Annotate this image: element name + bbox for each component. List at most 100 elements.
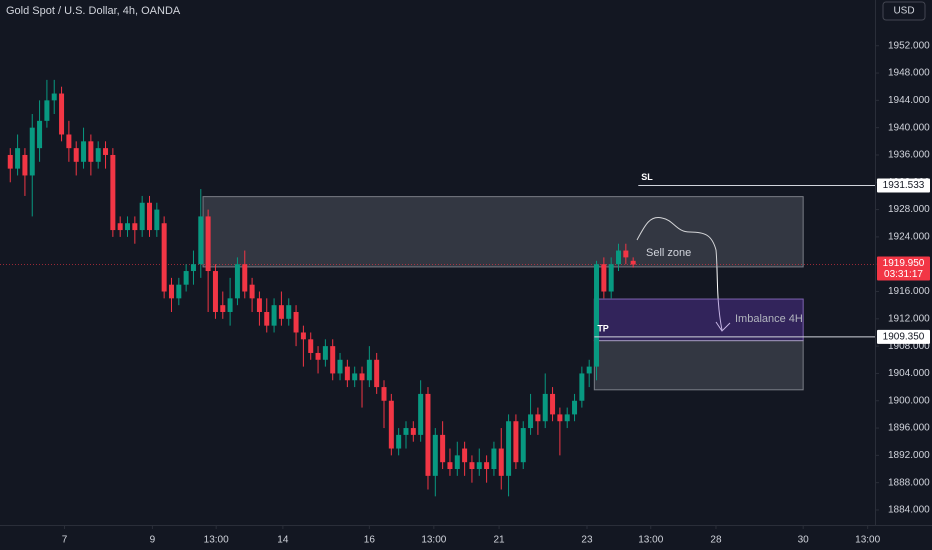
level-price-box <box>877 178 930 193</box>
y-tick-label: 1944.000 <box>888 95 930 106</box>
candle-body <box>506 421 512 476</box>
x-tick-label: 13:00 <box>638 535 663 546</box>
candle-body <box>66 134 72 149</box>
candle-body <box>125 223 131 231</box>
candle-body <box>418 393 424 435</box>
candle-body <box>37 120 43 149</box>
candle-body <box>59 93 65 135</box>
candle-body <box>425 393 431 476</box>
candle-body <box>293 311 299 333</box>
x-tick-label: 28 <box>710 535 722 546</box>
x-tick-label: 30 <box>798 535 810 546</box>
candle-body <box>359 373 365 381</box>
y-tick-label: 1916.000 <box>888 286 930 297</box>
zone <box>593 298 804 342</box>
level-price: 1931.533 <box>883 180 925 191</box>
candle-body <box>198 216 204 265</box>
candle-body <box>608 264 614 292</box>
candle-body <box>630 260 636 265</box>
candle-body <box>212 271 218 312</box>
candle-body <box>190 264 196 272</box>
candle-body <box>535 414 541 422</box>
x-tick-label: 14 <box>277 535 289 546</box>
y-tick-label: 1908.000 <box>888 341 930 352</box>
y-tick-label: 1952.000 <box>888 40 930 51</box>
candle-body <box>168 284 174 299</box>
candle-body <box>542 393 548 422</box>
candle-body <box>520 428 526 463</box>
currency-button[interactable] <box>882 1 926 21</box>
candle-body <box>432 434 438 476</box>
candle-body <box>403 428 409 435</box>
candle-body <box>601 264 607 292</box>
candle-body <box>15 148 21 169</box>
candle-body <box>366 359 372 381</box>
level-name: SL <box>641 172 653 182</box>
candle-body <box>381 387 387 401</box>
candle-body <box>22 154 28 176</box>
chart-title: Gold Spot / U.S. Dollar, 4h, OANDA <box>6 5 181 17</box>
candle-body <box>286 305 292 319</box>
candle-body <box>330 346 336 374</box>
candle-body <box>278 305 284 319</box>
level-name: TP <box>597 323 609 333</box>
candle-body <box>139 202 145 231</box>
candle-body <box>616 250 622 265</box>
candle-body <box>227 298 233 312</box>
level-price-box <box>877 329 930 344</box>
candle-body <box>352 373 358 381</box>
candle-body <box>594 264 600 367</box>
candle-body <box>374 359 380 388</box>
candle-body <box>528 414 534 429</box>
countdown: 03:31:17 <box>884 269 923 280</box>
candle-body <box>300 332 306 340</box>
candle-body <box>315 352 321 360</box>
candle-body <box>440 434 446 463</box>
y-tick-label: 1904.000 <box>888 368 930 379</box>
candle-body <box>7 154 13 169</box>
y-tick-label: 1936.000 <box>888 150 930 161</box>
candle-body <box>220 305 226 312</box>
y-tick-label: 1892.000 <box>888 450 930 461</box>
y-tick-label: 1900.000 <box>888 395 930 406</box>
y-tick-label: 1888.000 <box>888 477 930 488</box>
candle-body <box>110 154 116 231</box>
currency-label: USD <box>893 6 914 17</box>
x-tick-label: 13:00 <box>855 535 880 546</box>
candle-body <box>264 311 270 326</box>
candle-body <box>132 223 138 231</box>
candle-body <box>491 448 497 470</box>
x-tick-label: 13:00 <box>204 535 229 546</box>
overlay: Sell zone Imbalance 4H SL TP <box>594 172 875 338</box>
x-tick-label: 21 <box>493 535 505 546</box>
x-tick-label: 16 <box>364 535 376 546</box>
candle-body <box>73 148 79 162</box>
y-tick-label: 1928.000 <box>888 204 930 215</box>
zone-label: Sell zone <box>646 247 691 259</box>
x-tick-label: 23 <box>581 535 593 546</box>
x-tick-label: 13:00 <box>421 535 446 546</box>
last-price-label: 1919.950 <box>883 258 925 269</box>
y-tick-label: 1912.000 <box>888 313 930 324</box>
candle-body <box>337 359 343 374</box>
candle-body <box>242 264 248 292</box>
candle-body <box>81 141 87 162</box>
candle-body <box>579 373 585 401</box>
projection-curve <box>636 216 723 331</box>
candle-body <box>154 209 160 231</box>
y-tick-label: 1940.000 <box>888 122 930 133</box>
candle-body <box>95 148 101 162</box>
candle-body <box>44 100 50 121</box>
x-tick-label: 7 <box>62 535 68 546</box>
candle-body <box>161 223 167 292</box>
candle-body <box>623 250 629 258</box>
candle-body <box>29 127 35 176</box>
candle-body <box>476 462 482 470</box>
candle-body <box>205 216 211 272</box>
candle-body <box>234 264 240 299</box>
candle-body <box>103 148 109 155</box>
candle-body <box>146 202 152 231</box>
